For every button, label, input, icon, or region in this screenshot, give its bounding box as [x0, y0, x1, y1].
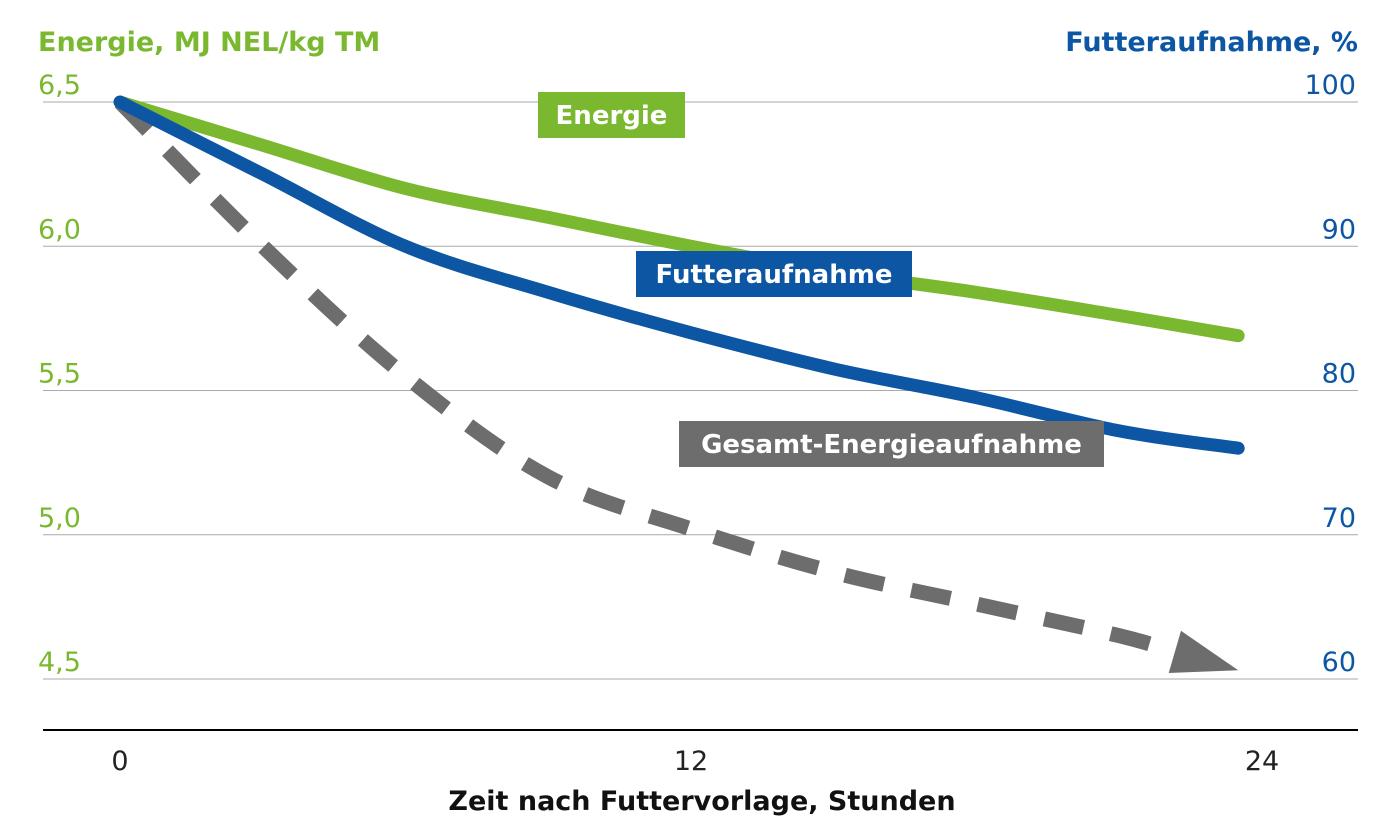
right-tick-label: 60 — [1322, 647, 1356, 678]
series-label-box-energie — [538, 92, 685, 138]
series — [113, 95, 1245, 673]
series-label-gesamt-energieaufnahme: Gesamt-Energieaufnahme — [701, 430, 1082, 460]
right-tick-label: 70 — [1322, 503, 1356, 534]
series-label-futteraufnahme: Futteraufnahme — [656, 260, 893, 290]
series-line-futteraufnahme — [113, 95, 1245, 455]
series-label-energie: Energie — [556, 101, 668, 131]
series-label-box-futteraufnahme — [636, 251, 912, 297]
left-tick-label: 5,0 — [38, 503, 81, 534]
x-tick-label: 12 — [674, 746, 708, 777]
series-line-gesamt-energieaufnahme — [114, 96, 1183, 661]
series-labels: Energie Futteraufnahme Gesamt-Energieaufna… — [538, 92, 1104, 467]
right-tick-label: 80 — [1322, 359, 1356, 390]
grid — [43, 101, 1358, 680]
left-tick-label: 4,5 — [38, 647, 81, 678]
left-axis-title: Energie, MJ NEL/kg TM — [38, 27, 380, 58]
x-axis-title: Zeit nach Futtervorlage, Stunden — [448, 786, 955, 817]
right-tick-label: 90 — [1322, 214, 1356, 245]
left-tick-label: 6,5 — [38, 70, 81, 101]
right-tick-label: 100 — [1304, 70, 1356, 101]
x-tick-label: 0 — [111, 746, 128, 777]
x-tick-label: 24 — [1245, 746, 1279, 777]
series-arrowhead-gesamt-energieaufnahme — [1168, 630, 1239, 673]
series-line-energie — [113, 95, 1245, 343]
right-axis-title: Futteraufnahme, % — [1065, 27, 1358, 58]
left-tick-label: 5,5 — [38, 359, 81, 390]
left-tick-label: 6,0 — [38, 214, 81, 245]
series-label-box-gesamt-energieaufnahme — [679, 421, 1104, 467]
axis-ticks: 6,5 6,0 5,5 5,0 4,5 100 90 80 70 60 0 12 24 — [38, 70, 1356, 777]
